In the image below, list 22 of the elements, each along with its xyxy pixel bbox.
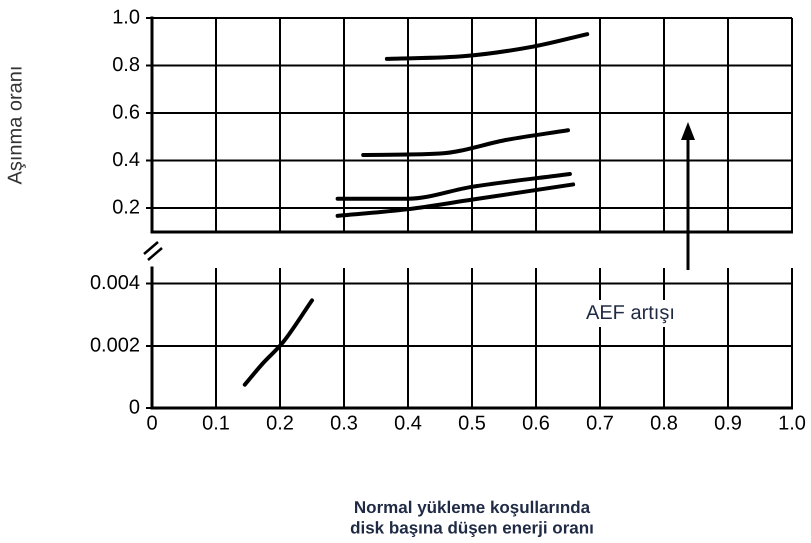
- x-tick-label: 0.3: [330, 412, 358, 435]
- x-tick-label: 0.5: [458, 412, 486, 435]
- y-tick-label: 0.4: [112, 149, 140, 172]
- y-axis-title: Aşınma oranı: [4, 66, 27, 184]
- y-tick-label: 0: [128, 396, 140, 419]
- x-tick-label: 0.2: [266, 412, 294, 435]
- y-tick-label: 1.0: [112, 6, 140, 29]
- x-tick-label: 0.1: [202, 412, 230, 435]
- y-tick-label: 0.002: [90, 334, 140, 356]
- y-tick-label: 0.6: [112, 102, 140, 124]
- x-tick-label: 0.9: [714, 412, 742, 435]
- x-tick-label: 1.0: [778, 412, 806, 435]
- y-tick-label: 0.004: [90, 272, 140, 294]
- y-tick-label: 0.2: [112, 196, 140, 219]
- y-tick-label: 0.8: [112, 54, 140, 76]
- x-tick-label: 0.4: [394, 412, 422, 435]
- annotation: AEF artışı: [582, 300, 679, 327]
- x-tick-label: 0: [146, 412, 158, 435]
- x-axis-title: Normal yükleme koşullarında disk başına düşen enerji oranı: [350, 498, 594, 538]
- x-tick-label: 0.8: [650, 412, 678, 435]
- x-tick-label: 0.6: [522, 412, 550, 435]
- x-tick-label: 0.7: [586, 412, 614, 435]
